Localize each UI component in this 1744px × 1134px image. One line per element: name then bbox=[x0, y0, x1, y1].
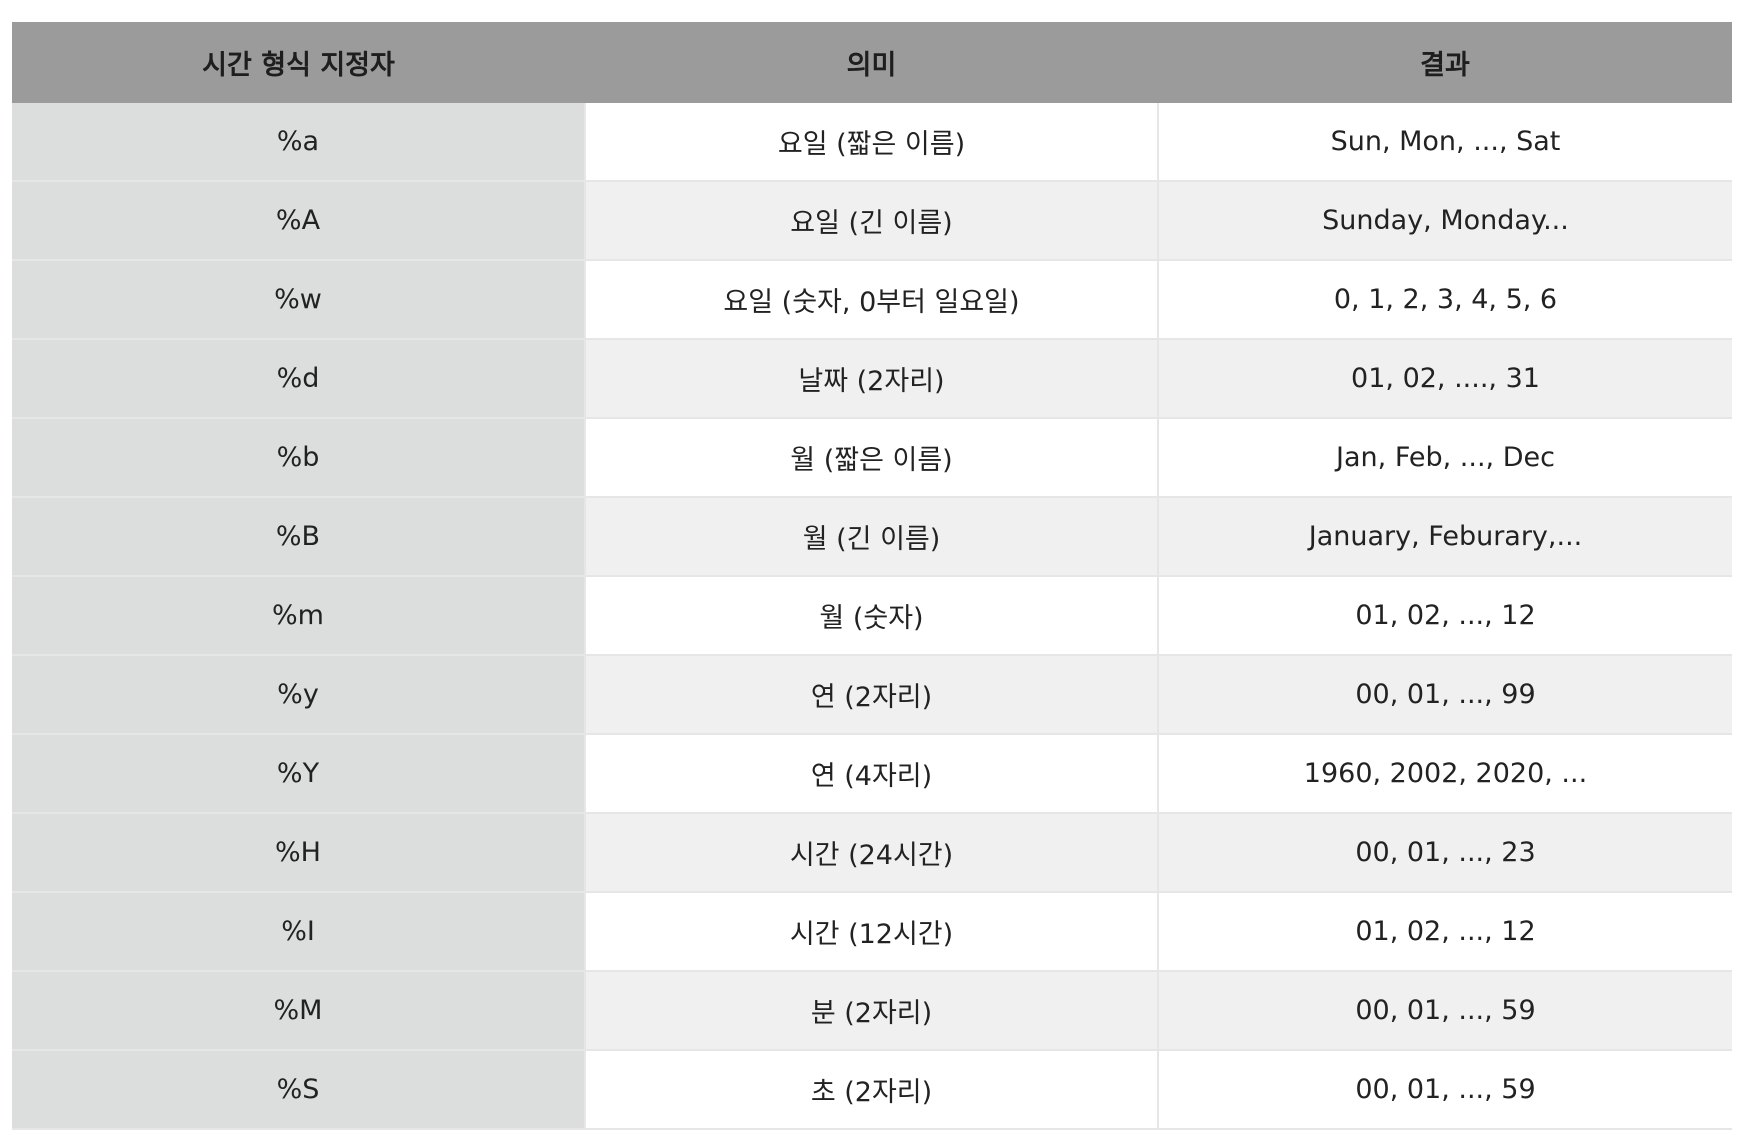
result-cell: 00, 01, ..., 59 bbox=[1158, 1050, 1732, 1130]
table-row: %A 요일 (긴 이름) Sunday, Monday... bbox=[12, 181, 1732, 261]
result-cell: 01, 02, ..., 12 bbox=[1158, 892, 1732, 972]
header-row: 시간 형식 지정자 의미 결과 bbox=[12, 22, 1732, 103]
meaning-cell: 월 (긴 이름) bbox=[585, 497, 1159, 577]
meaning-cell: 연 (2자리) bbox=[585, 655, 1159, 735]
result-cell: 0, 1, 2, 3, 4, 5, 6 bbox=[1158, 260, 1732, 340]
meaning-cell: 월 (짧은 이름) bbox=[585, 418, 1159, 498]
result-cell: 00, 01, ..., 99 bbox=[1158, 655, 1732, 735]
meaning-cell: 요일 (긴 이름) bbox=[585, 181, 1159, 261]
table-row: %Y 연 (4자리) 1960, 2002, 2020, ... bbox=[12, 734, 1732, 814]
result-cell: Jan, Feb, ..., Dec bbox=[1158, 418, 1732, 498]
header-result: 결과 bbox=[1158, 22, 1732, 103]
specifier-cell: %b bbox=[12, 418, 586, 498]
table-body: %a 요일 (짧은 이름) Sun, Mon, ..., Sat %A 요일 (… bbox=[12, 103, 1732, 1130]
specifier-cell: %M bbox=[12, 971, 586, 1051]
specifier-cell: %d bbox=[12, 339, 586, 419]
table-row: %d 날짜 (2자리) 01, 02, ...., 31 bbox=[12, 339, 1732, 419]
specifier-cell: %A bbox=[12, 181, 586, 261]
table-row: %M 분 (2자리) 00, 01, ..., 59 bbox=[12, 971, 1732, 1051]
result-cell: 00, 01, ..., 23 bbox=[1158, 813, 1732, 893]
meaning-cell: 월 (숫자) bbox=[585, 576, 1159, 656]
result-cell: 00, 01, ..., 59 bbox=[1158, 971, 1732, 1051]
result-cell: 1960, 2002, 2020, ... bbox=[1158, 734, 1732, 814]
table-row: %I 시간 (12시간) 01, 02, ..., 12 bbox=[12, 892, 1732, 972]
result-cell: Sunday, Monday... bbox=[1158, 181, 1732, 261]
meaning-cell: 요일 (숫자, 0부터 일요일) bbox=[585, 260, 1159, 340]
table-row: %m 월 (숫자) 01, 02, ..., 12 bbox=[12, 576, 1732, 656]
meaning-cell: 연 (4자리) bbox=[585, 734, 1159, 814]
table-row: %B 월 (긴 이름) January, Feburary,... bbox=[12, 497, 1732, 577]
result-cell: 01, 02, ..., 12 bbox=[1158, 576, 1732, 656]
table-row: %w 요일 (숫자, 0부터 일요일) 0, 1, 2, 3, 4, 5, 6 bbox=[12, 260, 1732, 340]
specifier-cell: %Y bbox=[12, 734, 586, 814]
table-row: %S 초 (2자리) 00, 01, ..., 59 bbox=[12, 1050, 1732, 1130]
format-specifier-table-container: 시간 형식 지정자 의미 결과 %a 요일 (짧은 이름) Sun, Mon, … bbox=[12, 22, 1732, 1130]
table-row: %a 요일 (짧은 이름) Sun, Mon, ..., Sat bbox=[12, 103, 1732, 182]
header-specifier: 시간 형식 지정자 bbox=[12, 22, 585, 103]
specifier-cell: %H bbox=[12, 813, 586, 893]
meaning-cell: 분 (2자리) bbox=[585, 971, 1159, 1051]
meaning-cell: 날짜 (2자리) bbox=[585, 339, 1159, 419]
specifier-cell: %y bbox=[12, 655, 586, 735]
specifier-cell: %S bbox=[12, 1050, 586, 1130]
meaning-cell: 시간 (12시간) bbox=[585, 892, 1159, 972]
specifier-cell: %w bbox=[12, 260, 586, 340]
format-specifier-table: 시간 형식 지정자 의미 결과 %a 요일 (짧은 이름) Sun, Mon, … bbox=[12, 22, 1732, 1130]
result-cell: January, Feburary,... bbox=[1158, 497, 1732, 577]
meaning-cell: 초 (2자리) bbox=[585, 1050, 1159, 1130]
meaning-cell: 시간 (24시간) bbox=[585, 813, 1159, 893]
meaning-cell: 요일 (짧은 이름) bbox=[585, 103, 1159, 182]
specifier-cell: %B bbox=[12, 497, 586, 577]
specifier-cell: %I bbox=[12, 892, 586, 972]
header-meaning: 의미 bbox=[585, 22, 1158, 103]
table-header: 시간 형식 지정자 의미 결과 bbox=[12, 22, 1732, 103]
result-cell: 01, 02, ...., 31 bbox=[1158, 339, 1732, 419]
result-cell: Sun, Mon, ..., Sat bbox=[1158, 103, 1732, 182]
table-row: %b 월 (짧은 이름) Jan, Feb, ..., Dec bbox=[12, 418, 1732, 498]
table-row: %H 시간 (24시간) 00, 01, ..., 23 bbox=[12, 813, 1732, 893]
table-row: %y 연 (2자리) 00, 01, ..., 99 bbox=[12, 655, 1732, 735]
specifier-cell: %a bbox=[12, 103, 586, 182]
specifier-cell: %m bbox=[12, 576, 586, 656]
